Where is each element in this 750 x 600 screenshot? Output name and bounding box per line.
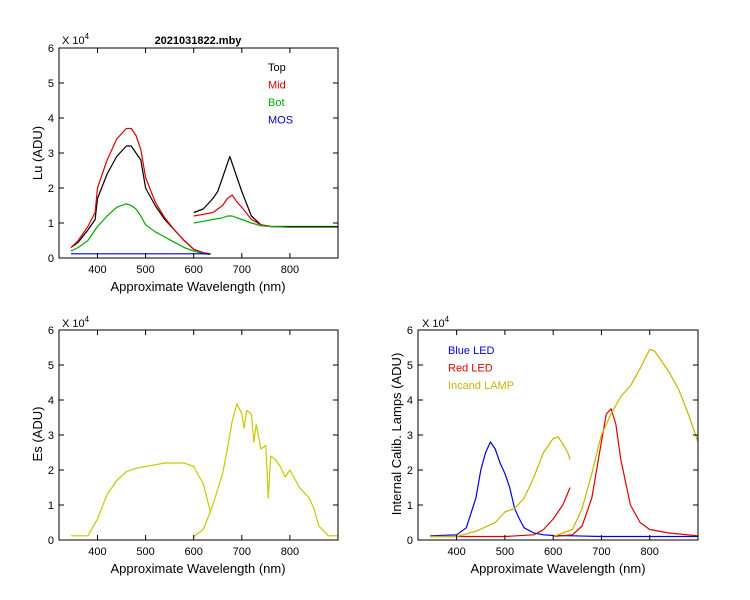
lu-multiplier: X 104	[62, 32, 90, 47]
lamps-y-tick-label: 5	[407, 360, 413, 372]
es-y-tick-label: 1	[48, 500, 54, 512]
es-y-tick-label: 3	[48, 430, 54, 442]
lu-legend-mos: MOS	[268, 115, 293, 127]
es-series-es-segment-1	[193, 402, 338, 537]
lu-series-top-segment-0	[70, 145, 211, 255]
lamps-panel: X 104 Approximate Wavelength (nm) Intern…	[389, 315, 699, 576]
es-y-tick-label: 5	[48, 360, 54, 372]
lamps-x-tick-label: 400	[447, 546, 465, 558]
es-x-tick-label: 400	[88, 546, 106, 558]
lamps-legend-red-led: Red LED	[448, 363, 493, 375]
es-x-tick-label: 500	[136, 546, 154, 558]
lamps-legend-blue-led: Blue LED	[448, 345, 495, 357]
lu-series-bot-segment-1	[193, 215, 338, 228]
lu-panel: 2021031822.mby X 104 Approximate Wavelen…	[30, 32, 339, 294]
lamps-series-blue-led-segment-0	[430, 441, 698, 538]
lu-series-mid-segment-0	[70, 127, 211, 255]
lu-x-tick-label: 700	[233, 264, 251, 276]
lu-x-axis-label: Approximate Wavelength (nm)	[110, 279, 285, 294]
lu-legend-mid: Mid	[268, 80, 286, 92]
lu-x-tick-label: 500	[136, 264, 154, 276]
es-y-tick-label: 6	[48, 325, 54, 337]
lamps-y-tick-label: 1	[407, 500, 413, 512]
es-multiplier: X 104	[62, 315, 90, 330]
lu-series-bot-segment-0	[70, 203, 211, 256]
lu-legend-top: Top	[268, 62, 286, 74]
lu-x-tick-label: 800	[281, 264, 299, 276]
lamps-series-red-led-segment-1	[553, 408, 699, 538]
lu-x-tick-label: 600	[185, 264, 203, 276]
lamps-x-tick-label: 600	[544, 546, 562, 558]
es-x-tick-label: 800	[281, 546, 299, 558]
lu-y-tick-label: 3	[48, 148, 54, 160]
lamps-y-tick-label: 3	[407, 430, 413, 442]
es-y-tick-label: 0	[48, 535, 54, 547]
lamps-y-tick-label: 4	[407, 395, 413, 407]
lu-y-tick-label: 5	[48, 78, 54, 90]
es-panel: X 104 Approximate Wavelength (nm) Es (AD…	[30, 315, 339, 576]
lamps-multiplier: X 104	[422, 315, 450, 330]
lu-y-tick-label: 6	[48, 43, 54, 55]
lu-y-axis-label: Lu (ADU)	[30, 126, 45, 180]
es-x-tick-label: 600	[185, 546, 203, 558]
lu-series-top-segment-1	[193, 155, 338, 228]
lamps-x-tick-label: 800	[641, 546, 659, 558]
lamps-y-tick-label: 0	[407, 535, 413, 547]
lu-series-mid-segment-1	[193, 194, 338, 228]
lamps-x-axis-label: Approximate Wavelength (nm)	[470, 561, 645, 576]
lamps-series-red-led-segment-0	[430, 487, 571, 538]
lu-legend-bot: Bot	[268, 97, 285, 109]
lamps-series-incand-lamp-segment-1	[552, 348, 699, 538]
lu-y-tick-label: 2	[48, 183, 54, 195]
lamps-series-incand-lamp-segment-0	[430, 436, 571, 538]
lu-y-tick-label: 4	[48, 113, 54, 125]
lu-y-tick-label: 0	[48, 253, 54, 265]
es-x-axis-label: Approximate Wavelength (nm)	[110, 561, 285, 576]
es-y-tick-label: 2	[48, 465, 54, 477]
lamps-legend-incand-lamp: Incand LAMP	[448, 380, 514, 392]
lamps-y-tick-label: 2	[407, 465, 413, 477]
figure-title: 2021031822.mby	[155, 35, 243, 47]
lamps-x-tick-label: 500	[496, 546, 514, 558]
es-plot-frame	[58, 329, 339, 541]
es-y-axis-label: Es (ADU)	[30, 407, 45, 462]
lamps-y-axis-label: Internal Calib. Lamps (ADU)	[389, 353, 404, 516]
lu-x-tick-label: 400	[88, 264, 106, 276]
lu-y-tick-label: 1	[48, 218, 54, 230]
es-y-tick-label: 4	[48, 395, 54, 407]
lamps-plot-frame	[417, 329, 699, 541]
es-x-tick-label: 700	[233, 546, 251, 558]
lamps-y-tick-label: 6	[407, 325, 413, 337]
lamps-x-tick-label: 700	[592, 546, 610, 558]
es-series-es-segment-0	[71, 462, 212, 537]
